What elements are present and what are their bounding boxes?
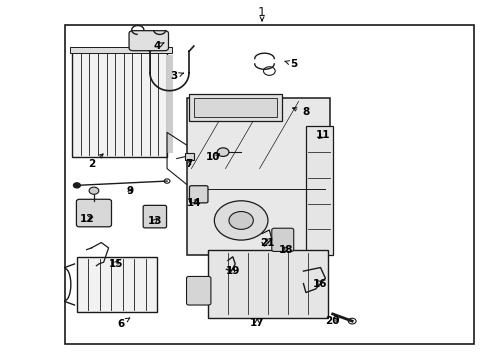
Text: 8: 8 [293,107,310,117]
Circle shape [89,187,99,194]
FancyBboxPatch shape [143,205,167,228]
Text: 20: 20 [325,316,340,326]
Circle shape [229,212,253,229]
Bar [306,126,333,255]
Bar [70,47,172,53]
Text: 4: 4 [153,41,164,51]
Text: 17: 17 [250,318,265,328]
Text: 15: 15 [109,259,123,269]
FancyBboxPatch shape [129,31,169,51]
Bar [77,257,157,312]
Bar [189,94,282,121]
Text: 18: 18 [279,245,294,255]
Text: 14: 14 [187,198,201,208]
Text: 5: 5 [285,59,297,69]
Text: 16: 16 [313,279,328,289]
Text: 1: 1 [258,6,266,19]
Circle shape [74,183,80,188]
Text: 7: 7 [185,159,193,169]
Circle shape [217,148,229,157]
FancyBboxPatch shape [187,276,211,305]
Text: 19: 19 [225,266,240,276]
Bar [208,249,328,318]
Text: 11: 11 [316,130,330,140]
Bar [187,98,330,255]
Text: 6: 6 [117,318,130,329]
Text: 10: 10 [206,152,220,162]
Text: 2: 2 [88,154,103,169]
FancyBboxPatch shape [76,199,112,227]
Bar [167,55,173,153]
Bar [185,153,195,160]
FancyBboxPatch shape [190,186,208,203]
Bar [72,51,167,157]
Bar [194,98,277,117]
Text: 3: 3 [171,71,183,81]
Circle shape [214,201,268,240]
Text: 21: 21 [260,238,274,248]
Text: 13: 13 [147,216,162,226]
Text: 9: 9 [127,186,134,196]
Bar [65,24,474,344]
FancyBboxPatch shape [272,228,294,251]
Text: 12: 12 [79,214,94,224]
